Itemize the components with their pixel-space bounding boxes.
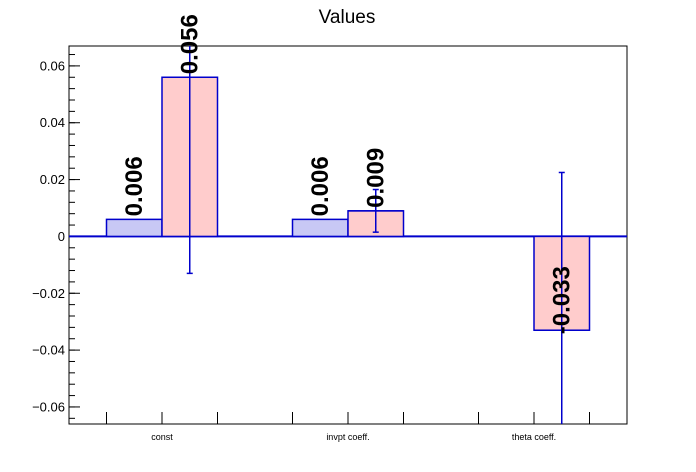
value-label: 0.056: [177, 14, 204, 74]
bar: [105, 218, 163, 238]
y-tick-label: −0.04: [32, 343, 65, 358]
value-label: -0.033: [549, 266, 576, 334]
y-tick-label: −0.02: [32, 286, 65, 301]
value-label: 0.009: [363, 148, 390, 208]
y-tick-label: 0: [58, 229, 65, 244]
error-bars: [162, 46, 590, 424]
y-tick-label: −0.06: [32, 399, 65, 414]
y-tick-label: 0.02: [40, 172, 65, 187]
value-labels: 0.006 0.006 0.056 0.009 -0.033: [121, 14, 576, 334]
value-label: 0.006: [307, 156, 334, 216]
chart-title: Values: [319, 7, 376, 28]
x-category-label: invpt coeff.: [326, 432, 369, 442]
value-label: 0.006: [121, 156, 148, 216]
bar: [291, 218, 349, 238]
x-category-label: theta coeff.: [512, 432, 556, 442]
bars: [105, 76, 591, 331]
y-tick-label: 0.06: [40, 58, 65, 73]
y-tick-label: 0.04: [40, 115, 65, 130]
x-category-label: const: [151, 432, 173, 442]
